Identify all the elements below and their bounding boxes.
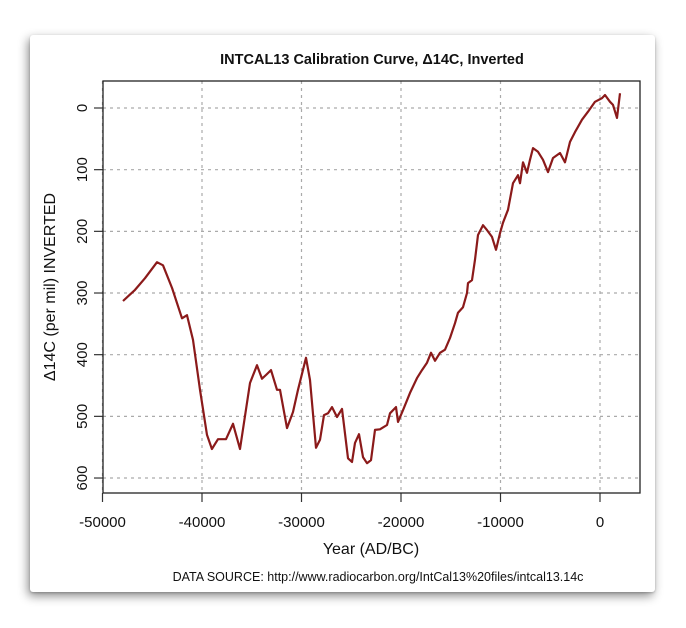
x-tick-label: -40000 xyxy=(179,514,226,531)
x-tick-label: -50000 xyxy=(79,514,126,531)
x-tick-label: -10000 xyxy=(477,514,524,531)
y-tick-label: 600 xyxy=(74,466,91,491)
plot-frame xyxy=(102,80,641,494)
series-line-delta14c xyxy=(122,93,622,465)
y-axis-label: Δ14C (per mil) INVERTED xyxy=(42,193,59,381)
axes: -50000 -40000 -30000 -20000 -10000 0 0 100 200 30… xyxy=(74,104,604,531)
chart-card xyxy=(30,35,655,592)
x-tick-label: -20000 xyxy=(378,514,425,531)
grid-lines xyxy=(101,81,640,493)
x-tick-label: 0 xyxy=(596,514,604,531)
y-tick-label: 400 xyxy=(74,342,91,367)
y-tick-label: 0 xyxy=(74,104,91,112)
chart-title: INTCAL13 Calibration Curve, Δ14C, Invert… xyxy=(220,52,524,68)
y-tick-label: 500 xyxy=(74,404,91,429)
y-tick-label: 200 xyxy=(74,219,91,244)
y-tick-label: 300 xyxy=(74,280,91,305)
y-tick-label: 100 xyxy=(74,157,91,182)
x-tick-label: -30000 xyxy=(278,514,325,531)
x-axis-label: Year (AD/BC) xyxy=(323,541,419,558)
data-source-note: DATA SOURCE: http://www.radiocarbon.org/… xyxy=(173,570,584,584)
